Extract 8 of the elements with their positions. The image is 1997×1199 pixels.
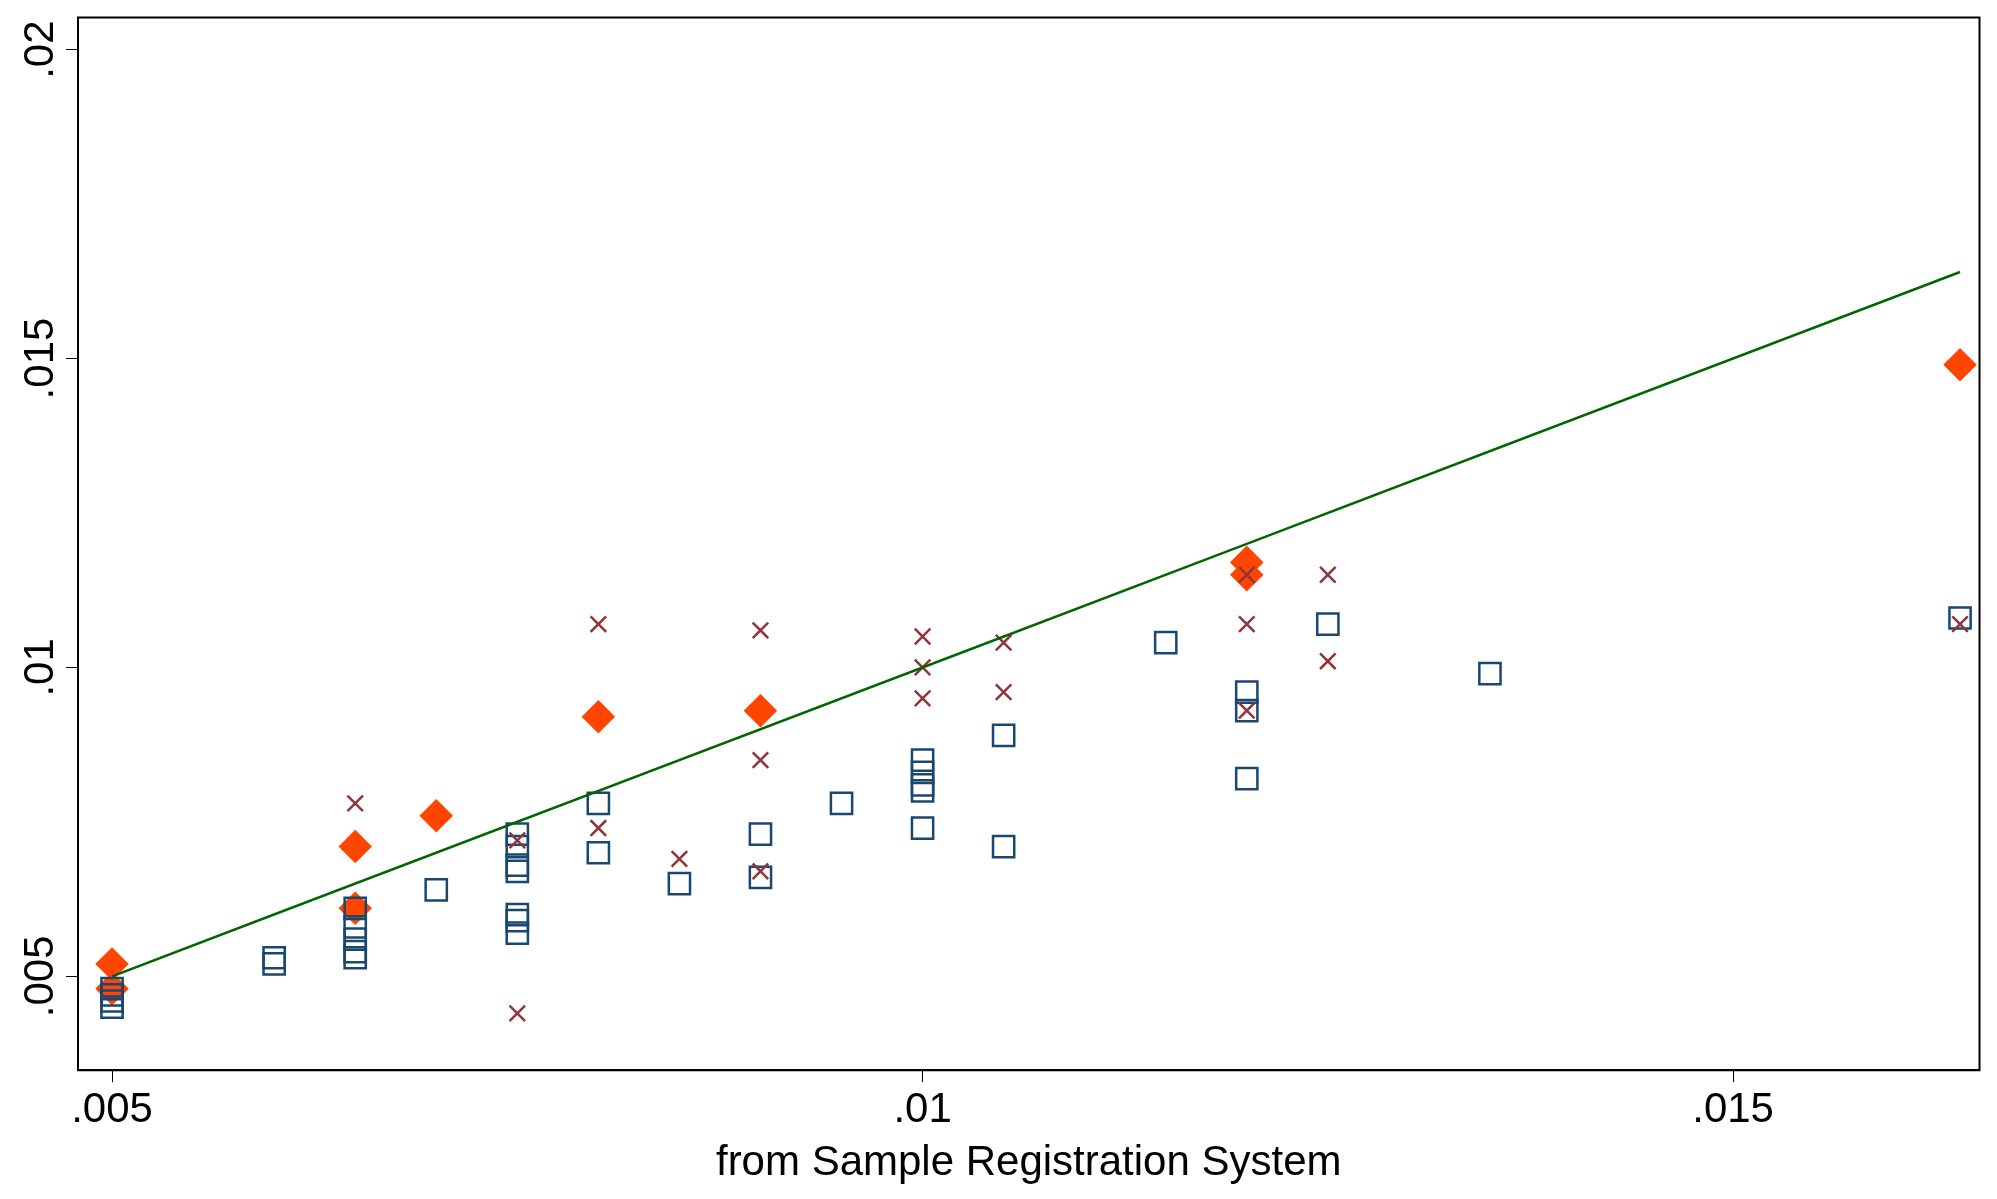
y-tick-label: .005	[14, 935, 62, 1018]
x-tick-label: .005	[71, 1083, 153, 1131]
x-axis-title: from Sample Registration System	[715, 1137, 1342, 1185]
y-tick-label: .015	[14, 317, 62, 400]
y-tick-label: .01	[14, 638, 62, 697]
x-tick-label: .01	[893, 1083, 952, 1131]
y-tick-label: .02	[14, 20, 62, 79]
x-tick-label: .015	[1692, 1083, 1774, 1131]
